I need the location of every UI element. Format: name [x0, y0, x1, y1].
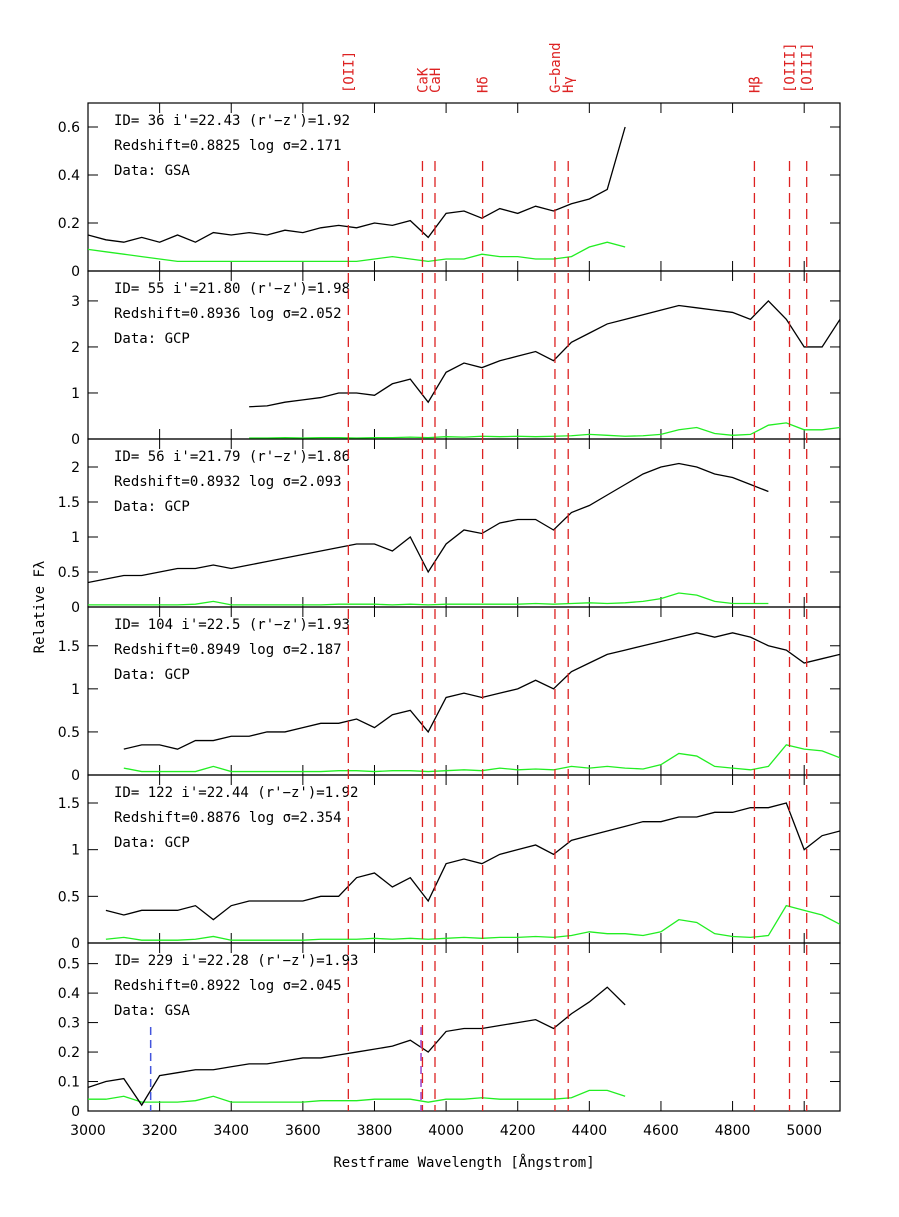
panel-annotation: ID= 104 i'=22.5 (r'−z')=1.93	[114, 617, 350, 633]
reference-label: [OIII]	[783, 42, 799, 93]
spectrum-line	[123, 632, 840, 750]
y-tick-label: 1	[71, 530, 80, 546]
x-tick-label: 3800	[357, 1123, 393, 1139]
reference-label: Hβ	[747, 76, 763, 93]
x-tick-label: 3200	[142, 1123, 178, 1139]
y-tick-label: 0.5	[58, 957, 80, 973]
y-tick-label: 0.3	[58, 1016, 80, 1032]
panel-annotation: Redshift=0.8936 log σ=2.052	[114, 306, 342, 322]
panel-annotation: ID= 229 i'=22.28 (r'−z')=1.93	[114, 953, 358, 969]
reference-label: [OIII]	[800, 42, 816, 93]
y-tick-label: 0	[71, 264, 80, 280]
panel-annotation: Redshift=0.8825 log σ=2.171	[114, 138, 342, 154]
y-tick-label: 0.5	[58, 889, 80, 905]
y-tick-label: 1	[71, 682, 80, 698]
spectrum-line	[88, 126, 626, 243]
panel-annotation: Redshift=0.8922 log σ=2.045	[114, 978, 342, 994]
spectrum-line	[88, 592, 769, 606]
x-tick-label: 4400	[572, 1123, 608, 1139]
spectrum-line	[88, 462, 769, 584]
y-tick-label: 3	[71, 294, 80, 310]
panel-annotation: ID= 56 i'=21.79 (r'−z')=1.86	[114, 449, 350, 465]
y-tick-label: 0	[71, 936, 80, 952]
spectrum-line	[249, 299, 840, 408]
y-tick-label: 0	[71, 432, 80, 448]
x-tick-label: 3600	[285, 1123, 321, 1139]
panel-annotation: Redshift=0.8949 log σ=2.187	[114, 642, 342, 658]
x-tick-label: 4800	[715, 1123, 751, 1139]
panel-annotation: Redshift=0.8876 log σ=2.354	[114, 810, 342, 826]
y-axis-label: Relative Fλ	[32, 561, 48, 654]
spectrum-line	[249, 422, 840, 439]
y-tick-label: 1.5	[58, 495, 80, 511]
y-tick-label: 0	[71, 600, 80, 616]
panel-frame	[87, 942, 841, 1112]
y-tick-label: 0.5	[58, 725, 80, 741]
panel-annotation: ID= 36 i'=22.43 (r'−z')=1.92	[114, 113, 350, 129]
reference-label: Hγ	[561, 76, 577, 93]
y-tick-label: 0.2	[58, 1045, 80, 1061]
y-tick-label: 2	[71, 340, 80, 356]
panel-annotation: Data: GCP	[114, 499, 190, 515]
x-axis-label: Restframe Wavelength [Ångstrom]	[333, 1154, 594, 1171]
panel-annotation: Redshift=0.8932 log σ=2.093	[114, 474, 342, 490]
spectrum-line	[105, 802, 840, 921]
y-tick-label: 1	[71, 386, 80, 402]
y-tick-label: 0.1	[58, 1075, 80, 1091]
spectrum-line	[88, 241, 626, 263]
x-tick-label: 3400	[213, 1123, 249, 1139]
reference-label: [OII]	[341, 51, 357, 93]
reference-label: G−band	[548, 42, 564, 93]
spectrum-line	[88, 986, 626, 1107]
y-tick-label: 2	[71, 460, 80, 476]
x-tick-label: 4000	[428, 1123, 464, 1139]
reference-label: Hδ	[476, 76, 492, 93]
x-tick-label: 4200	[500, 1123, 536, 1139]
y-tick-label: 0.6	[58, 120, 80, 136]
panel-annotation: ID= 122 i'=22.44 (r'−z')=1.92	[114, 785, 358, 801]
y-tick-label: 1.5	[58, 639, 80, 655]
y-tick-label: 0	[71, 1104, 80, 1120]
panel-annotation: Data: GSA	[114, 163, 190, 179]
panel-annotation: Data: GCP	[114, 667, 190, 683]
y-tick-label: 0.4	[58, 168, 80, 184]
y-tick-label: 1	[71, 843, 80, 859]
panel-annotation: ID= 55 i'=21.80 (r'−z')=1.98	[114, 281, 350, 297]
y-tick-label: 0.5	[58, 565, 80, 581]
spectrum-line	[123, 744, 840, 773]
panel-annotation: Data: GCP	[114, 835, 190, 851]
spectrum-line	[88, 1089, 626, 1103]
panel-annotation: Data: GCP	[114, 331, 190, 347]
reference-label: CaH	[428, 68, 444, 93]
y-tick-label: 1.5	[58, 796, 80, 812]
x-tick-label: 3000	[70, 1123, 106, 1139]
y-tick-label: 0	[71, 768, 80, 784]
spectrum-line	[105, 904, 840, 941]
x-tick-label: 5000	[786, 1123, 822, 1139]
y-tick-label: 0.2	[58, 216, 80, 232]
y-tick-label: 0.4	[58, 986, 80, 1002]
x-tick-label: 4600	[643, 1123, 679, 1139]
reference-label: CaK	[415, 67, 431, 93]
panel-annotation: Data: GSA	[114, 1003, 190, 1019]
